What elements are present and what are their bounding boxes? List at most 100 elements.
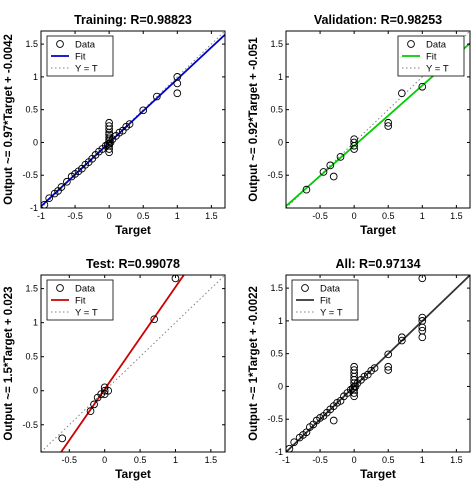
chart-title: Validation: R=0.98253 — [314, 13, 442, 27]
data-point — [418, 313, 427, 322]
data-point — [139, 106, 148, 115]
data-point — [418, 275, 427, 283]
y-tick-label: 1.5 — [270, 283, 283, 293]
x-tick-label: -0.5 — [62, 455, 78, 465]
legend-label: Y = T — [426, 64, 449, 75]
y-tick-label: 1 — [33, 72, 38, 82]
data-point — [326, 161, 335, 170]
data-point — [398, 333, 406, 342]
data-point — [57, 183, 66, 191]
y-tick-label: 0.5 — [25, 105, 38, 115]
y-tick-label: 0 — [33, 386, 38, 396]
y-tick-label: 0.5 — [25, 352, 38, 362]
data-point — [384, 118, 393, 127]
x-axis-label: Target — [115, 223, 151, 237]
data-point — [398, 89, 406, 98]
identity-line — [41, 275, 225, 452]
data-point — [100, 386, 109, 395]
y-tick-label: 1 — [278, 72, 283, 82]
x-tick-label: 0 — [352, 455, 357, 465]
data-point — [153, 92, 161, 101]
x-tick-label: 0.5 — [382, 211, 395, 221]
x-tick-label: 0 — [107, 211, 112, 221]
y-tick-label: -1 — [30, 203, 38, 213]
data-point — [90, 400, 98, 409]
data-point — [105, 125, 113, 134]
y-tick-label: -0.5 — [267, 170, 283, 180]
x-tick-label: -1 — [282, 455, 290, 465]
y-tick-label: 0 — [278, 381, 283, 391]
data-point — [104, 386, 113, 395]
legend-label: Y = T — [320, 308, 343, 319]
axes-box — [285, 274, 471, 453]
fit-line — [41, 33, 225, 207]
legend-data-marker — [407, 40, 415, 48]
data-point — [336, 153, 345, 161]
x-tick-label: 0.5 — [382, 455, 395, 465]
legend-label: Data — [75, 40, 96, 51]
data-point — [350, 392, 358, 401]
subplot-2: Validation: R=0.98253 Target Output ~= 0.9… — [248, 13, 471, 237]
legend-data-marker — [301, 284, 309, 292]
y-tick-label: 1.5 — [25, 39, 38, 49]
plot-area — [41, 275, 225, 452]
x-tick-label: 1 — [173, 455, 178, 465]
x-tick-label: 0.5 — [134, 455, 147, 465]
axes-box — [40, 274, 226, 453]
data-point — [418, 82, 427, 91]
x-tick-label: 0.5 — [137, 211, 150, 221]
y-axis-label: Output ~= 0.92*Target + -0.051 — [248, 37, 260, 202]
y-tick-label: 1 — [33, 318, 38, 328]
data-point — [350, 141, 358, 150]
data-point — [86, 407, 95, 416]
y-tick-label: -0.5 — [267, 414, 283, 424]
x-tick-label: 1.5 — [205, 455, 218, 465]
axes-box — [285, 30, 471, 209]
y-tick-label: 0 — [278, 137, 283, 147]
data-point — [58, 434, 67, 443]
y-tick-label: -0.5 — [22, 170, 38, 180]
data-point — [329, 172, 338, 181]
legend-label: Data — [426, 40, 447, 51]
x-axis-label: Target — [115, 467, 151, 481]
y-tick-label: 1.5 — [270, 39, 283, 49]
data-point — [302, 428, 311, 437]
subplot-1: Training: R=0.98823 Target Output ~= 0.97*… — [3, 13, 226, 237]
data-point — [63, 177, 71, 186]
data-point — [350, 145, 358, 153]
legend-box — [291, 279, 359, 321]
chart-title: Test: R=0.99078 — [86, 257, 180, 271]
y-tick-label: 1 — [278, 316, 283, 326]
y-tick-label: -0.5 — [22, 420, 38, 430]
data-point — [384, 350, 393, 359]
legend-label: Y = T — [75, 308, 98, 319]
x-tick-label: -1 — [37, 211, 45, 221]
data-point — [319, 168, 328, 176]
y-tick-label: 1.5 — [25, 284, 38, 294]
x-axis-label: Target — [360, 223, 396, 237]
x-tick-label: 1.5 — [450, 455, 463, 465]
plot-area — [41, 31, 225, 208]
data-point — [384, 366, 393, 374]
data-point — [45, 194, 54, 203]
y-axis-label: Output ~= 1.5*Target + 0.023 — [3, 286, 15, 440]
plot-area — [286, 275, 470, 452]
y-tick-label: -1 — [275, 447, 283, 457]
x-tick-label: 0 — [102, 455, 107, 465]
data-point — [173, 89, 182, 98]
x-tick-label: 1.5 — [205, 211, 218, 221]
y-axis-label: Output ~= 1*Target + -0.0022 — [248, 286, 260, 441]
data-point — [418, 323, 427, 332]
legend-label: Fit — [320, 296, 331, 307]
chart-title: Training: R=0.98823 — [74, 13, 192, 27]
x-tick-label: -0.5 — [312, 455, 328, 465]
chart-title: All: R=0.97134 — [335, 257, 420, 271]
legend-label: Fit — [75, 296, 86, 307]
legend-data-marker — [56, 284, 64, 292]
legend-label: Fit — [426, 52, 437, 63]
x-tick-label: 1 — [420, 211, 425, 221]
data-point — [105, 148, 113, 157]
legend-label: Data — [320, 284, 341, 295]
x-tick-label: -0.5 — [312, 211, 328, 221]
